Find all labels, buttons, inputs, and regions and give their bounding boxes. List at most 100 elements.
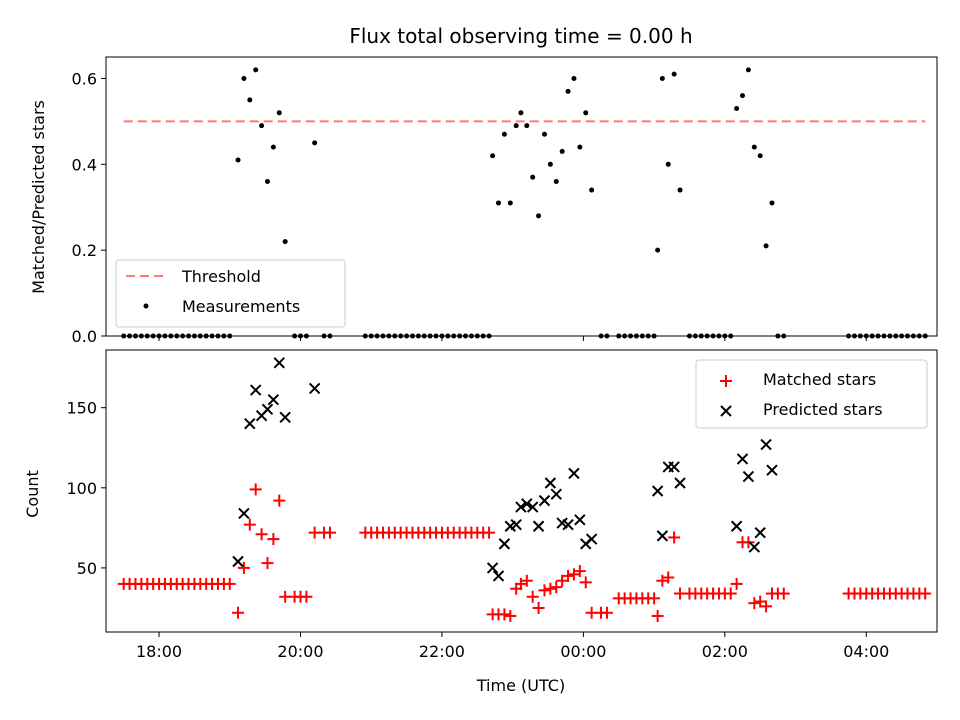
legend-matched-label: Matched stars [763, 370, 876, 389]
bottom-legend: Matched stars Predicted stars [695, 359, 928, 429]
predicted-star-point [308, 382, 321, 395]
predicted-star-marker-b [273, 357, 285, 369]
predicted-star-point [742, 470, 755, 483]
predicted-star-point [273, 357, 285, 369]
predicted-star-point [492, 570, 505, 582]
matched-star-point [760, 600, 773, 613]
x-tick-label: 04:00 [843, 642, 889, 661]
predicted-star-marker-b [498, 538, 511, 550]
matched-star-point [255, 528, 268, 541]
x-tick-label: 18:00 [136, 642, 182, 661]
measurement-point [769, 200, 775, 206]
measurement-point [589, 187, 595, 193]
predicted-star-marker-b [742, 470, 755, 483]
x-tick-label: 22:00 [419, 642, 465, 661]
matched-star-point [520, 574, 533, 587]
top-y-axis-label: Matched/Predicted stars [29, 100, 48, 294]
legend-threshold-label: Threshold [181, 267, 261, 286]
predicted-star-point [249, 384, 262, 396]
predicted-star-point [279, 411, 291, 424]
measurement-point [734, 106, 740, 112]
top-y-tick-label: 0.6 [72, 69, 97, 88]
predicted-star-point [550, 488, 562, 500]
predicted-star-point [760, 438, 772, 451]
matched-star-point [600, 606, 613, 619]
top-y-tick-label: 0.0 [72, 327, 97, 346]
predicted-star-point [232, 555, 244, 568]
measurement-point [745, 67, 751, 73]
measurement-point [659, 75, 665, 81]
matched-star-point [742, 536, 755, 549]
predicted-star-points [232, 357, 778, 582]
predicted-star-marker-b [532, 520, 545, 532]
measurement-point [751, 144, 757, 150]
bottom-y-axis-label: Count [23, 470, 42, 518]
x-tick-label: 00:00 [560, 642, 606, 661]
matched-star-point [724, 587, 737, 600]
predicted-star-point [574, 514, 586, 526]
measurement-point [655, 247, 661, 253]
predicted-star-point [238, 507, 250, 520]
predicted-star-marker-b [668, 461, 680, 473]
predicted-star-point [736, 453, 749, 465]
matched-star-point [223, 577, 236, 590]
predicted-star-point [267, 393, 280, 406]
predicted-star-marker-b [562, 518, 574, 531]
predicted-star-marker-b [748, 541, 761, 553]
measurement-point [536, 213, 542, 219]
matched-star-point [232, 606, 245, 619]
predicted-star-point [651, 485, 664, 497]
x-tick-label: 02:00 [702, 642, 748, 661]
measurement-point [665, 161, 671, 167]
matched-star-point [249, 483, 262, 496]
predicted-star-point [585, 533, 598, 545]
measurement-point [490, 153, 496, 159]
predicted-star-marker-b [585, 533, 598, 545]
predicted-star-point [754, 526, 766, 539]
matched-star-point [498, 608, 511, 621]
matched-star-point [323, 526, 336, 539]
top-y-tick-label: 0.2 [72, 241, 97, 260]
predicted-star-marker-b [568, 467, 580, 480]
measurement-point [541, 131, 547, 137]
measurement-point [507, 200, 513, 206]
predicted-star-marker-b [238, 507, 250, 520]
predicted-star-point [526, 501, 539, 513]
predicted-star-point [498, 538, 511, 550]
predicted-star-point [532, 520, 545, 532]
predicted-star-point [486, 562, 499, 574]
bottom-axes-frame [105, 349, 938, 633]
bottom-legend-box [695, 359, 928, 429]
predicted-star-point [748, 541, 761, 553]
chart-title: Flux total observing time = 0.00 h [349, 24, 692, 48]
measurement-point [553, 178, 559, 184]
matched-star-point [748, 597, 761, 610]
predicted-star-marker-b [232, 555, 244, 568]
matched-star-point [919, 587, 932, 600]
matched-star-point [237, 561, 250, 574]
matched-star-point [730, 577, 743, 590]
predicted-star-marker-b [674, 477, 686, 489]
x-axis-label: Time (UTC) [476, 676, 565, 695]
matched-star-point [562, 569, 575, 582]
measurement-point [496, 200, 502, 206]
predicted-star-point [730, 520, 743, 532]
matched-star-points [117, 483, 932, 622]
measurement-point [740, 93, 746, 99]
predicted-star-point [668, 461, 680, 473]
predicted-star-marker-b [556, 517, 568, 529]
measurement-point [559, 148, 565, 154]
matched-star-point [777, 587, 790, 600]
measurement-point [524, 123, 530, 129]
measurement-point [253, 67, 259, 73]
measurement-point [312, 140, 318, 146]
legend-predicted-swatch [720, 405, 732, 417]
predicted-star-marker-b [730, 520, 743, 532]
predicted-star-marker-b [308, 382, 321, 395]
predicted-star-marker-b [544, 477, 557, 489]
predicted-star-point [674, 477, 686, 489]
predicted-star-marker-b [244, 417, 256, 430]
bottom-axis-ticks: 50 100 150 18:00 20:00 22:00 00:00 02:00 04:00 [66, 399, 889, 661]
top-y-tick-label: 0.4 [72, 155, 97, 174]
